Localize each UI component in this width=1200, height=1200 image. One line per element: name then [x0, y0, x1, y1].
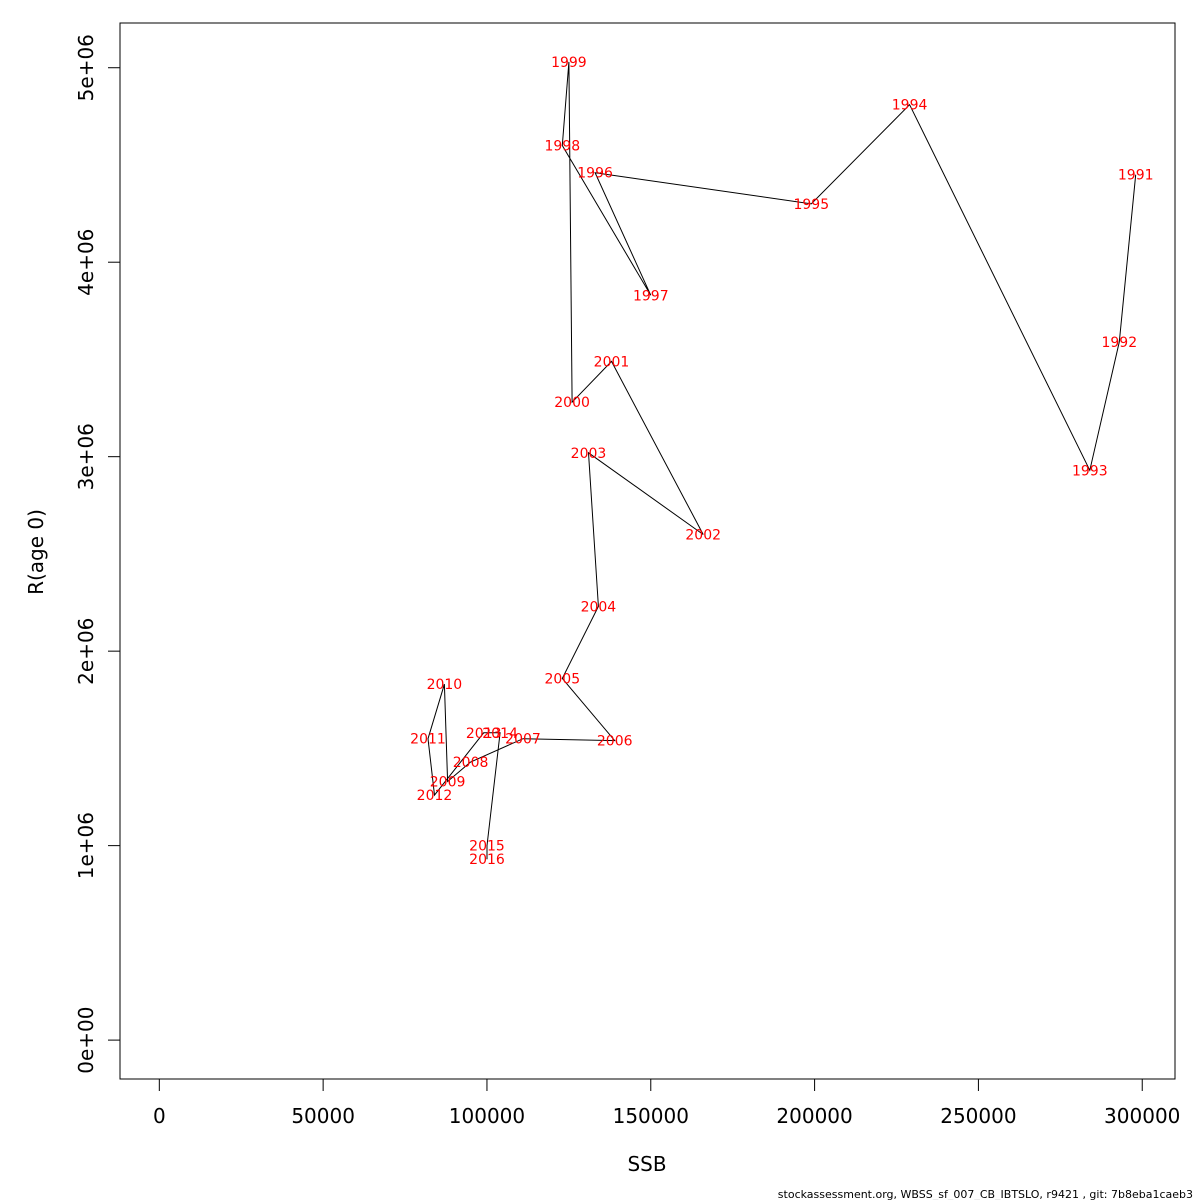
- year-label-1991: 1991: [1118, 168, 1154, 184]
- year-label-2014: 2014: [482, 726, 518, 742]
- year-label-2005: 2005: [544, 671, 580, 687]
- year-label-2016: 2016: [469, 852, 505, 868]
- x-tick-label: 100000: [449, 1104, 525, 1128]
- y-tick-label: 2e+06: [74, 618, 98, 685]
- y-tick-label: 0e+00: [74, 1006, 98, 1073]
- y-axis: 0e+00 1e+06 2e+06 3e+06 4e+06 5e+06: [74, 34, 121, 1074]
- year-label-2006: 2006: [597, 734, 633, 750]
- year-label-2003: 2003: [571, 446, 607, 462]
- year-label-1996: 1996: [577, 166, 613, 182]
- year-label-2008: 2008: [453, 755, 489, 771]
- year-label-1994: 1994: [892, 98, 928, 114]
- year-label-1992: 1992: [1101, 335, 1137, 351]
- year-label-2009: 2009: [430, 775, 466, 791]
- x-tick-label: 0: [153, 1104, 166, 1128]
- year-label-2007: 2007: [505, 732, 541, 748]
- y-tick-label: 1e+06: [74, 812, 98, 879]
- y-axis-title: R(age 0): [24, 509, 48, 595]
- y-tick-label: 3e+06: [74, 423, 98, 490]
- year-label-1993: 1993: [1072, 463, 1108, 479]
- year-label-1998: 1998: [544, 139, 580, 155]
- ssb-recruitment-trajectory-line: [427, 61, 1137, 860]
- y-tick-label: 4e+06: [74, 229, 98, 296]
- x-tick-label: 250000: [940, 1104, 1016, 1128]
- x-axis-title: SSB: [627, 1152, 666, 1176]
- year-label-2002: 2002: [685, 528, 721, 544]
- year-label-2015: 2015: [469, 839, 505, 855]
- footer-text: stockassessment.org, WBSS_sf_007_CB_IBTS…: [778, 1188, 1193, 1200]
- year-label-1995: 1995: [793, 197, 829, 213]
- year-label-2013: 2013: [466, 726, 502, 742]
- year-label-2004: 2004: [581, 599, 617, 615]
- x-tick-label: 50000: [291, 1104, 355, 1128]
- year-label-1997: 1997: [633, 288, 669, 304]
- x-tick-label: 200000: [776, 1104, 852, 1128]
- year-labels: 1991 1992 1993 1994 1995 1996 1997 1998 1999 2000…: [410, 55, 1153, 868]
- y-tick-label: 5e+06: [74, 34, 98, 101]
- year-label-2001: 2001: [594, 354, 630, 370]
- year-label-2011: 2011: [410, 732, 446, 748]
- year-label-2010: 2010: [427, 677, 463, 693]
- year-label-2000: 2000: [554, 395, 590, 411]
- x-tick-label: 150000: [613, 1104, 689, 1128]
- year-label-2012: 2012: [417, 788, 453, 804]
- plot-frame: [119, 22, 1176, 1080]
- x-axis: 0 50000 100000 150000 200000 250000 300000: [153, 1078, 1180, 1128]
- x-tick-label: 300000: [1104, 1104, 1180, 1128]
- year-label-1999: 1999: [551, 55, 587, 71]
